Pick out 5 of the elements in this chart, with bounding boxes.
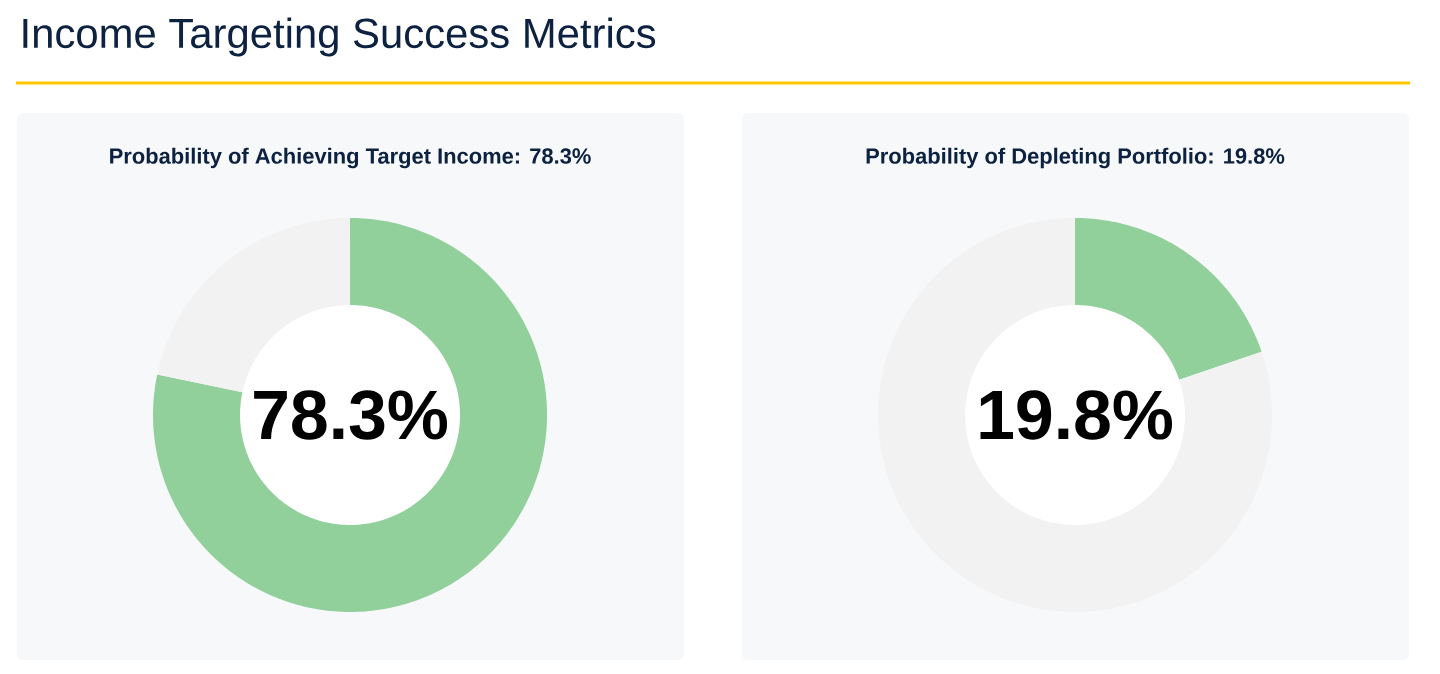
text: 78.3% bbox=[254, 390, 448, 440]
chart-title: Probability of Achieving Target Income: 78.3% bbox=[110, 147, 591, 169]
text: Income Targeting Success Metrics bbox=[23, 17, 656, 57]
text: 19.8% bbox=[980, 390, 1173, 440]
chart-title: Probability of Depleting Portfolio: 19.8% bbox=[866, 147, 1285, 169]
